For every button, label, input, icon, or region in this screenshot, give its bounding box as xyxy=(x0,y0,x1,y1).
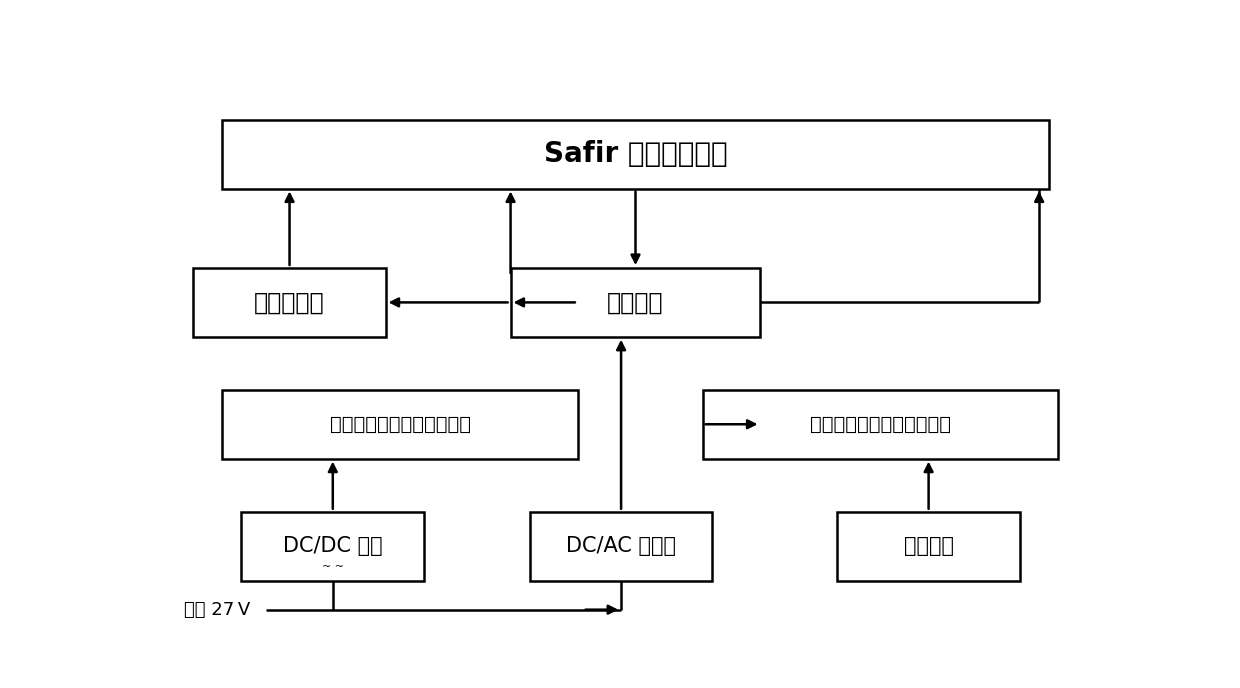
FancyBboxPatch shape xyxy=(837,512,1019,581)
Text: ~ ~: ~ ~ xyxy=(322,562,343,572)
Text: DC/AC 逆换器: DC/AC 逆换器 xyxy=(567,536,676,556)
Text: 模拟辅助动力装置温度信号: 模拟辅助动力装置温度信号 xyxy=(810,415,951,433)
FancyBboxPatch shape xyxy=(529,512,713,581)
Text: 机上 27 V: 机上 27 V xyxy=(184,601,250,619)
FancyBboxPatch shape xyxy=(222,390,578,459)
FancyBboxPatch shape xyxy=(511,268,760,337)
Text: DC/DC 变换: DC/DC 变换 xyxy=(283,536,383,556)
FancyBboxPatch shape xyxy=(222,120,1049,189)
Text: 毫伏电源: 毫伏电源 xyxy=(904,536,954,556)
Text: 离散量信号: 离散量信号 xyxy=(254,290,325,314)
FancyBboxPatch shape xyxy=(703,390,1058,459)
FancyBboxPatch shape xyxy=(242,512,424,581)
Text: 信号监测: 信号监测 xyxy=(608,290,663,314)
Text: Safir 辅助动力装置: Safir 辅助动力装置 xyxy=(543,140,728,168)
FancyBboxPatch shape xyxy=(193,268,386,337)
Text: 模拟辅助动力装置转速信号: 模拟辅助动力装置转速信号 xyxy=(330,415,470,433)
